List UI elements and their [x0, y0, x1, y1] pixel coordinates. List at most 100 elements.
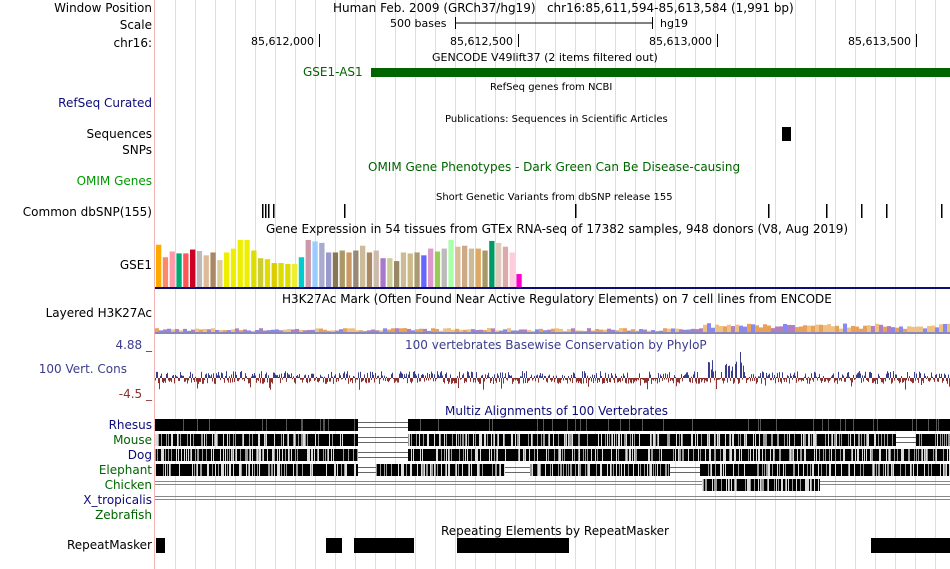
publications-track-label[interactable]: Sequences	[86, 127, 152, 141]
multiz-base	[500, 434, 501, 446]
multiz-base	[162, 434, 163, 446]
phylop-bar-pos	[226, 371, 227, 378]
phylop-bar-pos	[281, 373, 282, 378]
multiz-base	[726, 479, 727, 491]
multiz-base	[290, 434, 291, 446]
multiz-base	[790, 449, 791, 461]
h3k27ac-track-label[interactable]: Layered H3K27Ac	[45, 306, 152, 320]
multiz-base	[459, 434, 460, 446]
multiz-base	[683, 449, 684, 461]
multiz-base	[459, 464, 460, 476]
multiz-base	[757, 419, 758, 431]
multiz-base	[504, 419, 505, 431]
multiz-base	[312, 464, 313, 476]
multiz-base	[436, 464, 437, 476]
multiz-base	[411, 449, 412, 461]
phylop-bar-neg	[670, 378, 671, 381]
multiz-base	[674, 419, 675, 431]
gtex-track-label[interactable]: GSE1	[119, 258, 152, 272]
phylop-bar-neg	[430, 378, 431, 380]
multiz-base	[642, 434, 643, 446]
multiz-base	[547, 449, 548, 461]
multiz-base	[650, 419, 651, 431]
multiz-base	[532, 419, 533, 431]
multiz-base	[223, 419, 224, 431]
conservation-track-label[interactable]: 100 Vert. Cons	[38, 362, 127, 376]
multiz-base	[741, 464, 742, 476]
multiz-base	[718, 449, 719, 461]
multiz-base	[295, 419, 296, 431]
multiz-species-mouse[interactable]: Mouse	[113, 433, 152, 447]
multiz-base	[329, 419, 330, 431]
phylop-bar-neg	[678, 378, 679, 383]
refseq-track-label[interactable]: RefSeq Curated	[58, 96, 152, 110]
phylop-bar-neg	[174, 378, 175, 384]
multiz-base	[256, 464, 257, 476]
multiz-base	[773, 479, 774, 491]
multiz-base	[203, 434, 204, 446]
multiz-base	[775, 479, 776, 491]
multiz-base	[166, 464, 167, 476]
multiz-base	[530, 464, 531, 476]
multiz-species-xtropicalis[interactable]: X_tropicalis	[83, 493, 152, 507]
multiz-base	[273, 449, 274, 461]
multiz-base	[817, 479, 818, 491]
multiz-base	[458, 434, 459, 446]
multiz-base	[444, 449, 445, 461]
multiz-base	[652, 464, 653, 476]
h3k27ac-layer	[267, 330, 271, 332]
multiz-base	[302, 419, 303, 431]
multiz-base	[869, 464, 870, 476]
multiz-species-rhesus[interactable]: Rhesus	[108, 418, 152, 432]
multiz-base	[225, 419, 226, 431]
multiz-species-chicken[interactable]: Chicken	[104, 478, 152, 492]
multiz-base	[659, 464, 660, 476]
multiz-base	[234, 464, 235, 476]
multiz-base	[246, 419, 247, 431]
multiz-base	[294, 419, 295, 431]
multiz-base	[894, 419, 895, 431]
multiz-base	[425, 434, 426, 446]
multiz-base	[837, 449, 838, 461]
multiz-base	[258, 419, 259, 431]
multiz-base	[270, 449, 271, 461]
multiz-base	[702, 419, 703, 431]
phylop-bar-pos	[887, 371, 888, 378]
phylop-bar-pos	[804, 376, 805, 378]
multiz-species-dog[interactable]: Dog	[127, 448, 152, 462]
repeatmasker-track-label[interactable]: RepeatMasker	[66, 538, 152, 552]
omim-track-label[interactable]: OMIM Genes	[76, 174, 152, 188]
multiz-base	[664, 434, 665, 446]
multiz-base	[935, 449, 936, 461]
multiz-base	[878, 419, 879, 431]
multiz-base	[442, 464, 443, 476]
phylop-bar-pos	[408, 374, 409, 378]
multiz-base	[281, 449, 282, 461]
phylop-bar-neg	[617, 378, 618, 383]
multiz-species-elephant[interactable]: Elephant	[98, 463, 152, 477]
multiz-base	[509, 419, 510, 431]
dbsnp-track-label[interactable]: Common dbSNP(155)	[22, 205, 152, 219]
phylop-bar-pos	[944, 373, 945, 378]
multiz-base	[684, 434, 685, 446]
multiz-base	[575, 464, 576, 476]
multiz-species-zebrafish[interactable]: Zebrafish	[95, 508, 152, 522]
phylop-bar-pos	[343, 373, 344, 378]
snps-track-label[interactable]: SNPs	[122, 143, 152, 157]
phylop-bar-neg	[902, 378, 903, 383]
multiz-base	[791, 419, 792, 431]
multiz-base	[756, 434, 757, 446]
multiz-base	[680, 449, 681, 461]
multiz-base	[777, 449, 778, 461]
multiz-base	[489, 419, 490, 431]
phylop-bar-pos	[745, 376, 746, 378]
multiz-base	[835, 464, 836, 476]
multiz-base	[916, 449, 917, 461]
gencode-gene-label[interactable]: GSE1-AS1	[303, 65, 363, 79]
multiz-base	[769, 449, 770, 461]
multiz-base	[732, 434, 733, 446]
multiz-base	[752, 464, 753, 476]
multiz-base	[503, 449, 504, 461]
